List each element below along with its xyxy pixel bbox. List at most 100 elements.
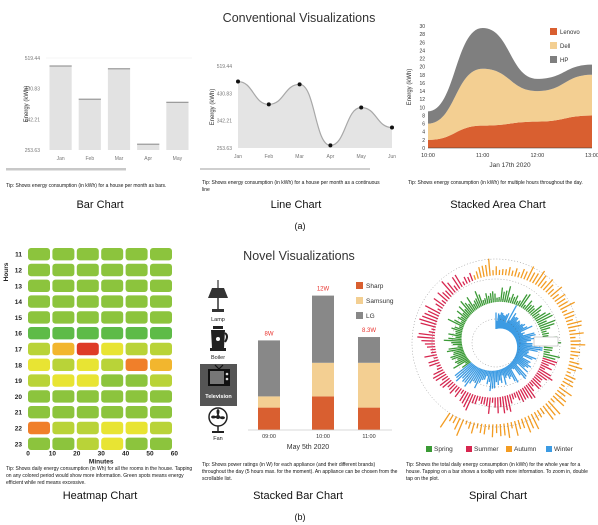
section-b-sublabel: (b) [294, 512, 306, 522]
legend-swatch [550, 42, 557, 49]
spiral-bar [527, 415, 535, 429]
heat-cell [52, 421, 75, 435]
heat-cell [76, 421, 99, 435]
heatmap-caption: Heatmap Chart [62, 490, 138, 502]
heat-cell [150, 263, 172, 277]
appliance-fan[interactable]: Fan [200, 406, 236, 446]
heat-cell [28, 406, 50, 419]
spiral-bar [504, 312, 517, 330]
spiral-bar [497, 397, 499, 414]
heat-cell [150, 358, 172, 371]
y-tick-label: 22 [419, 57, 425, 63]
appliance-television[interactable]: Television [200, 364, 237, 406]
stacked-bar-chart[interactable]: 8W 09:00 12W 10:00 8.3W 11:00 May 5th 2020 Shar… [240, 270, 396, 460]
spiral-bar [448, 346, 463, 350]
heat-cell [52, 437, 75, 450]
spiral-bar [505, 286, 512, 303]
spiral-bar [510, 323, 523, 334]
heat-cell [150, 374, 172, 387]
spiral-bar [561, 309, 568, 314]
y-tick-label: 26 [419, 40, 425, 46]
stacked-segment [312, 396, 334, 430]
line-chart[interactable]: 253.63 342.21 430.83 519.44 Energy (kWh) Jan F… [196, 50, 396, 178]
spiral-bar [529, 381, 534, 387]
legend-label: Dell [560, 44, 570, 50]
spiral-bar [455, 363, 475, 382]
spiral-bar [503, 367, 508, 376]
appliance-boiler[interactable]: Boiler [200, 324, 236, 364]
spiral-bar [540, 327, 551, 331]
legend-swatch [356, 297, 363, 304]
spiral-bar [531, 309, 542, 317]
heat-cell [52, 358, 75, 371]
spiral-bar [450, 352, 465, 359]
heat-cell [28, 311, 50, 324]
heat-cell [125, 263, 148, 277]
spiral-bar [522, 304, 527, 309]
spiral-bar [516, 337, 535, 342]
spiral-bar [499, 314, 505, 329]
heat-cell [150, 390, 172, 403]
spiral-bar [515, 300, 519, 306]
x-tick-label: 10 [49, 450, 57, 457]
heat-cell [101, 279, 124, 292]
y-tick-label: 16 [419, 81, 425, 87]
spiral-chart[interactable]: Spring Summer Autumn Winter [398, 245, 598, 460]
spiral-bar [478, 266, 482, 278]
spiral-bar [508, 363, 513, 370]
spiral-bar [496, 370, 499, 386]
spiral-bar [437, 292, 448, 302]
heat-cell [125, 295, 148, 308]
heat-cell [101, 342, 124, 356]
spiral-bar [454, 362, 472, 377]
stacked-segment [258, 407, 280, 430]
y-tick-label: 4 [422, 130, 425, 136]
spiral-bar [507, 266, 511, 276]
x-tick-label: Mar [115, 156, 124, 162]
spiral-bar [487, 258, 491, 276]
spiral-bar [453, 358, 469, 369]
spiral-bar [520, 418, 526, 429]
heat-cell [101, 406, 124, 419]
y-tick-label: 24 [419, 48, 425, 54]
spiral-bar [457, 357, 469, 365]
spiral-bar [435, 373, 447, 382]
bar-chart[interactable]: 253.63 342.21 430.83 519.44 Energy (kWh) Jan F… [0, 50, 200, 178]
y-axis-label: Hours [3, 262, 10, 281]
spiral-bar [467, 421, 472, 429]
y-tick-label: 342.21 [217, 119, 233, 125]
spiral-bar [539, 366, 546, 371]
spiral-bar [448, 337, 462, 341]
spiral-bar [460, 316, 467, 322]
heat-cell [28, 437, 50, 450]
appliance-lamp[interactable]: Lamp [200, 280, 236, 324]
bar-chart-tip: Tip: Shows energy consumption (in kWh) f… [6, 183, 167, 189]
legend-label: LG [366, 313, 375, 320]
appliance-list[interactable]: Lamp Boiler Television Fan [200, 280, 238, 446]
spiral-bar [464, 366, 478, 383]
spiral-bar [486, 370, 490, 377]
spiral-bar [511, 393, 515, 400]
spiral-guide [471, 318, 521, 368]
spiral-bar [432, 371, 445, 379]
spiral-bar [483, 397, 486, 405]
legend-swatch [356, 312, 363, 319]
heatmap-chart[interactable]: Hours 11 12 13 14 15 16 17 18 19 20 21 22 230 10 20 30 40… [0, 242, 200, 464]
spiral-bar [535, 312, 551, 322]
spiral-bar [439, 412, 451, 428]
heat-cell [52, 374, 75, 387]
legend-swatch [550, 56, 557, 63]
y-tick-label: 22 [15, 426, 23, 433]
x-tick-label: 0 [26, 450, 30, 457]
spiral-bar [511, 361, 527, 380]
spiral-bar [511, 326, 524, 335]
section-a-sublabel: (a) [294, 221, 306, 231]
spiral-guide [411, 258, 581, 428]
spiral-bar [533, 313, 540, 319]
spiral-bar [422, 315, 438, 323]
spiral-bar [454, 388, 462, 398]
spiral-bar [550, 286, 563, 298]
spiral-bar [445, 290, 452, 298]
spiral-bar [534, 374, 543, 381]
